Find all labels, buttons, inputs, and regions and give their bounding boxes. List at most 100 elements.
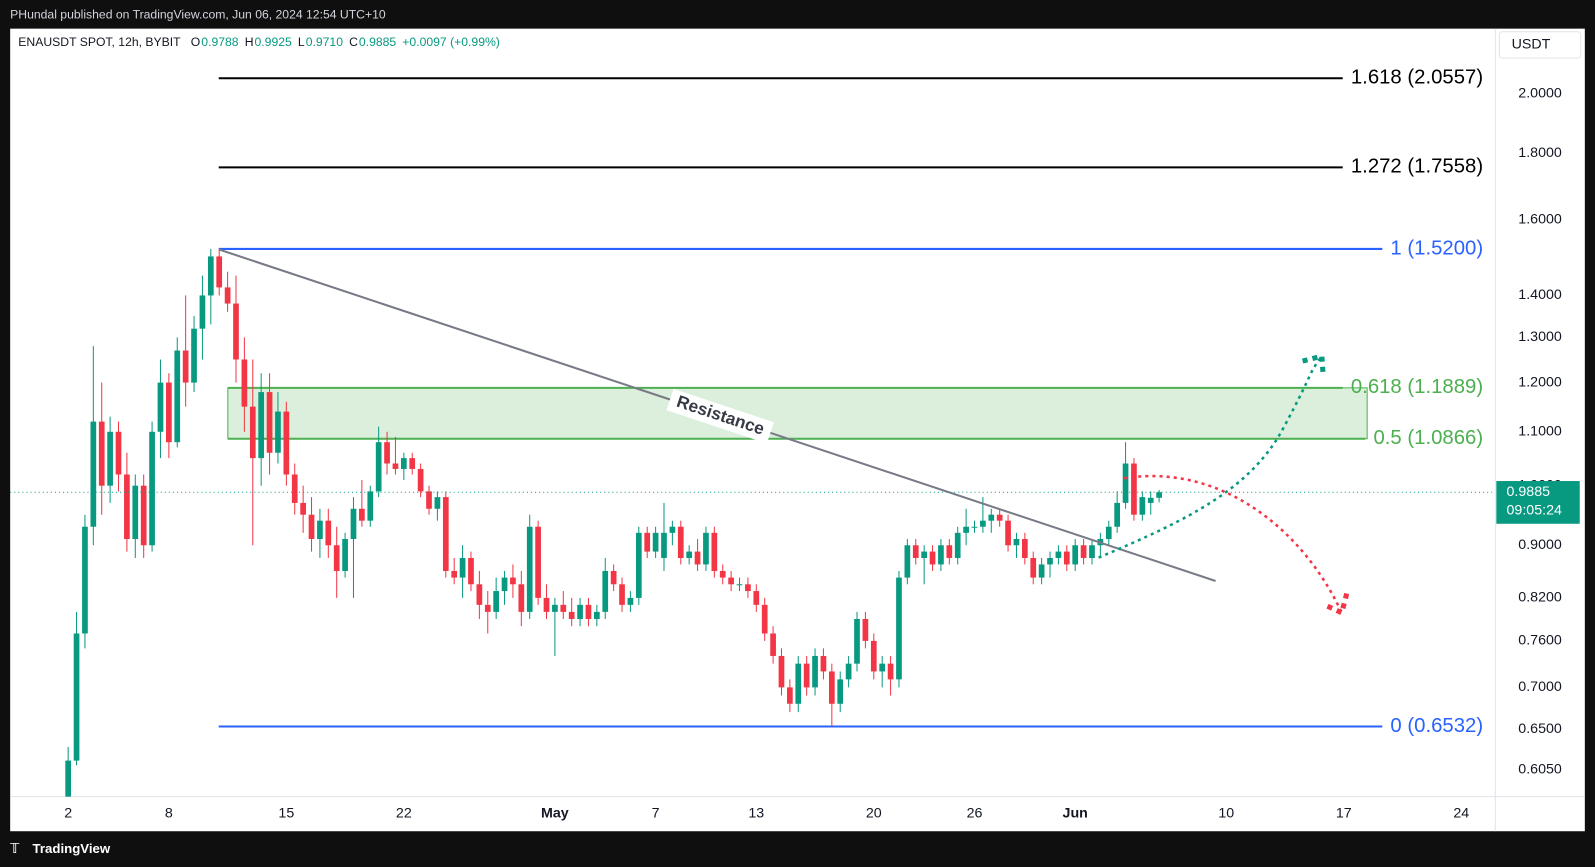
candle-body <box>921 551 927 558</box>
ohlc-value: 0.9710 <box>306 35 343 49</box>
candle-body <box>828 671 835 704</box>
fib-label: 0 (0.6532) <box>1390 715 1483 737</box>
candle-body <box>568 611 575 619</box>
ohlc-key: C <box>349 35 358 49</box>
candle-body <box>1022 539 1028 558</box>
candle-body <box>510 577 516 585</box>
candle-body <box>1055 551 1062 558</box>
x-tick-label: 8 <box>165 806 173 822</box>
candle-body <box>988 514 995 521</box>
candle-body <box>719 570 726 578</box>
candle-body <box>375 442 382 492</box>
candle-body <box>157 382 164 432</box>
ohlc-value: 0.9788 <box>201 35 238 49</box>
candle-body <box>686 551 693 558</box>
bearish-projection-arrow <box>1123 474 1341 610</box>
candle-body <box>283 411 290 475</box>
x-tick-label: 15 <box>278 806 294 822</box>
candle-body <box>904 545 911 578</box>
candle-body <box>711 532 718 571</box>
x-tick-label: 20 <box>866 806 882 822</box>
x-tick-label: 17 <box>1336 806 1352 822</box>
candle-body <box>619 584 625 605</box>
candle-body <box>610 570 617 585</box>
y-tick-label: 0.9000 <box>1518 537 1562 553</box>
candle-body <box>468 557 474 585</box>
ohlc-key: H <box>245 35 254 49</box>
candle-body <box>140 485 147 546</box>
candle-body <box>543 597 550 612</box>
candle-body <box>451 570 458 578</box>
candle-body <box>795 663 802 704</box>
candle-body <box>207 256 214 296</box>
y-tick-label: 1.3000 <box>1518 329 1562 345</box>
candle-body <box>854 618 860 664</box>
candle-body <box>954 532 961 558</box>
candle-body <box>862 618 869 641</box>
currency-label: USDT <box>1512 37 1551 53</box>
candle-body <box>787 687 793 704</box>
x-tick-label: 13 <box>748 806 764 822</box>
candle-body <box>1030 557 1037 578</box>
candle-body <box>166 382 172 443</box>
candle-body <box>971 526 978 528</box>
y-tick-label: 0.8200 <box>1518 590 1562 606</box>
currency-box[interactable] <box>1498 31 1582 59</box>
x-tick-label: 10 <box>1218 806 1234 822</box>
y-tick-label: 1.1000 <box>1518 424 1562 440</box>
candle-body <box>585 604 592 619</box>
candle-body <box>837 679 844 704</box>
candle-body <box>1139 497 1146 515</box>
candle-body <box>73 633 80 761</box>
last-price-tag <box>1496 481 1580 524</box>
candle-body <box>333 545 340 571</box>
candle-body <box>82 526 88 634</box>
y-tick-label: 2.0000 <box>1518 86 1562 102</box>
y-tick-label: 1.2000 <box>1518 374 1562 390</box>
candle-body <box>300 502 306 515</box>
candle-body <box>594 611 600 619</box>
candle-body <box>249 406 256 459</box>
candle-body <box>644 532 651 552</box>
candle-body <box>938 545 944 565</box>
candle-body <box>107 431 113 486</box>
candle-body <box>745 584 751 592</box>
candle-body <box>275 411 281 453</box>
candle-body <box>241 359 248 407</box>
x-tick-label: 24 <box>1453 806 1469 822</box>
candle-body <box>182 350 189 383</box>
y-tick-label: 1.8000 <box>1518 145 1562 161</box>
candle-body <box>1080 545 1087 558</box>
countdown-label: 09:05:24 <box>1507 502 1562 518</box>
candle-body <box>963 526 969 533</box>
candle-body <box>392 463 399 469</box>
candle-body <box>493 591 499 612</box>
candle-body <box>476 584 483 605</box>
candle-body <box>560 604 567 612</box>
candle-body <box>132 485 139 540</box>
candle-body <box>761 604 768 634</box>
candle-body <box>442 497 449 571</box>
candle-body <box>233 303 239 360</box>
bullish-projection-arrow <box>1098 358 1321 559</box>
candle-body <box>929 551 936 565</box>
candle-body <box>149 431 155 546</box>
candle-body <box>98 421 105 486</box>
x-tick-label: 7 <box>652 806 660 822</box>
y-tick-label: 0.6050 <box>1518 762 1562 778</box>
candle-body <box>996 514 1003 521</box>
candle-body <box>216 256 223 288</box>
ohlc-key: L <box>298 35 305 49</box>
candle-body <box>652 532 659 552</box>
candle-body <box>803 663 810 688</box>
candle-body <box>812 655 818 688</box>
change-value: +0.0097 (+0.99%) <box>402 35 500 49</box>
x-tick-label: 26 <box>967 806 983 822</box>
brand-icon: 𝕋 <box>10 841 20 856</box>
candle-body <box>518 584 525 612</box>
candle-body <box>317 520 323 540</box>
candle-body <box>1089 545 1095 558</box>
x-tick-label: May <box>541 806 569 822</box>
candle-body <box>1047 557 1053 565</box>
